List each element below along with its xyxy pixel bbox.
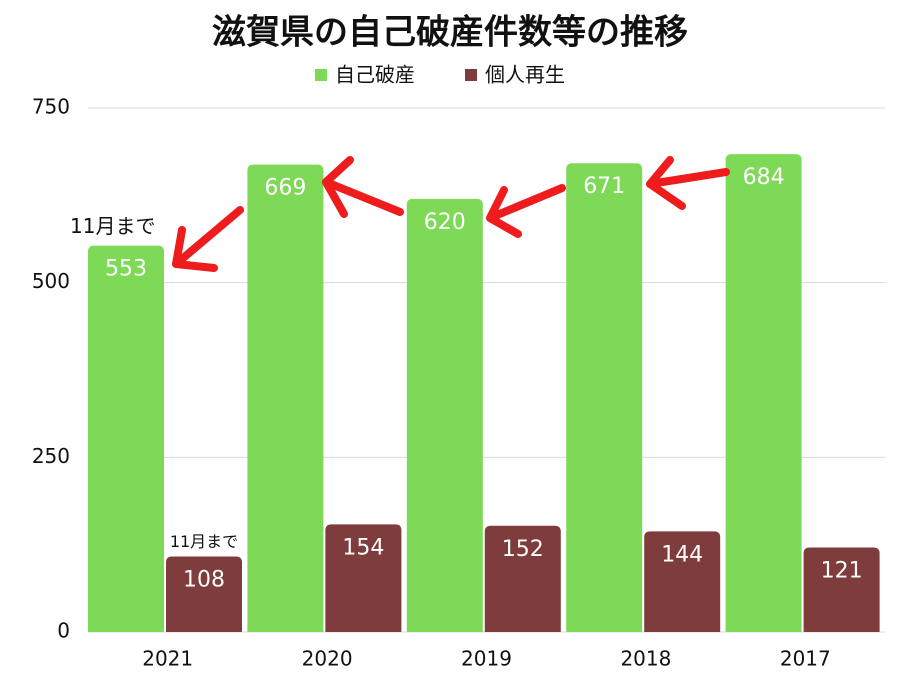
chart-title: 滋賀県の自己破産件数等の推移	[212, 13, 688, 53]
plot: 0 250 500 750 2021 2020 2019 2018 2017	[32, 95, 885, 671]
y-tick-label: 250	[32, 444, 70, 468]
arrow	[486, 184, 566, 238]
arrow	[172, 206, 244, 272]
data-label: 669	[264, 176, 306, 201]
bar	[166, 556, 242, 632]
data-label: 108	[183, 568, 225, 593]
bar	[803, 547, 880, 632]
annotation: 11月まで	[170, 532, 238, 551]
arrow	[646, 156, 730, 210]
data-label: 671	[583, 174, 625, 199]
bar	[406, 198, 483, 632]
x-tick-label: 2019	[461, 647, 512, 671]
legend-label: 自己破産	[335, 63, 415, 87]
y-tick-label: 0	[57, 619, 70, 643]
bar	[566, 163, 643, 632]
x-tick-label: 2017	[780, 647, 831, 671]
data-label: 553	[105, 257, 147, 282]
x-tick-label: 2021	[142, 647, 193, 671]
arrows	[172, 156, 730, 272]
arrow	[322, 156, 404, 218]
annotation: 11月まで	[70, 214, 155, 238]
legend-swatch	[315, 69, 327, 81]
bar	[88, 245, 164, 632]
legend-label: 個人再生	[485, 63, 565, 87]
data-label: 154	[342, 535, 384, 560]
bar	[247, 164, 324, 633]
y-tick-label: 500	[32, 269, 70, 293]
overlay: 自己破産 個人再生 553 108 669 154 620 152 671 144 684 121 11…	[70, 63, 863, 593]
y-tick-label: 750	[32, 95, 70, 119]
bar	[725, 154, 802, 632]
x-tick-label: 2018	[620, 647, 671, 671]
bar	[484, 525, 561, 632]
bar	[325, 524, 402, 632]
data-label: 620	[424, 210, 466, 235]
x-tick-label: 2020	[302, 647, 353, 671]
data-label: 684	[743, 165, 785, 190]
bar	[644, 531, 721, 632]
data-label: 121	[821, 558, 863, 583]
legend-swatch	[465, 69, 477, 81]
data-label: 152	[502, 537, 544, 562]
data-label: 144	[661, 542, 703, 567]
